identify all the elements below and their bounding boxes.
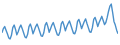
series-line [2, 4, 118, 39]
chart-container [0, 0, 120, 45]
chart-svg [0, 0, 120, 45]
plot-area [2, 4, 118, 39]
